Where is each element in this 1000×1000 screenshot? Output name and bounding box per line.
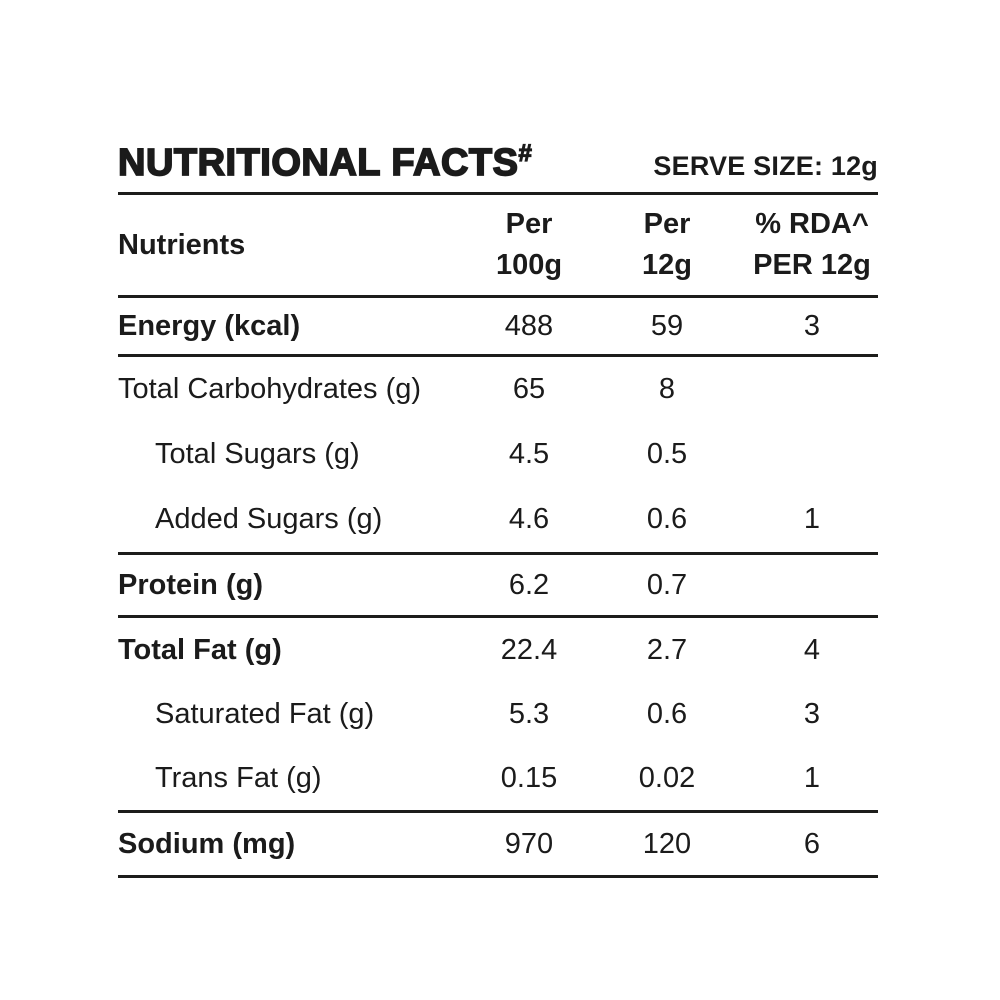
value-per-100g: 0.15: [500, 761, 558, 794]
value-per-100g: 970: [504, 827, 554, 860]
value-rda: 6: [803, 827, 821, 860]
value-rda: 3: [803, 697, 821, 730]
value-per-12g: 0.02: [638, 761, 696, 794]
value-per-12g: 0.7: [646, 568, 688, 601]
value-per-100g: 488: [504, 309, 554, 342]
title-footnote-mark: #: [518, 139, 533, 167]
value-per-100g: 6.2: [508, 568, 550, 601]
table-row-trans-fat: Trans Fat (g) 0.15 0.02 1: [118, 746, 878, 813]
nutrient-label: Sodium (mg): [118, 827, 296, 860]
table-row-total-carbohydrates: Total Carbohydrates (g) 65 8: [118, 357, 878, 422]
value-per-100g: 65: [512, 373, 546, 405]
nutrient-label: Total Fat (g): [118, 633, 282, 666]
value-per-100g: 22.4: [500, 633, 558, 666]
nutrient-label: Protein (g): [118, 568, 263, 601]
value-rda: 1: [803, 503, 821, 535]
column-header-rda-line2: PER 12g: [753, 249, 871, 281]
table-row-total-fat: Total Fat (g) 22.4 2.7 4: [118, 618, 878, 682]
table-row-added-sugars: Added Sugars (g) 4.6 0.6 1: [118, 487, 878, 555]
value-per-12g: 2.7: [646, 633, 688, 666]
nutrition-panel: NUTRITIONAL FACTS# SERVE SIZE: 12g Nutri…: [117, 139, 878, 878]
table-row-saturated-fat: Saturated Fat (g) 5.3 0.6 3: [118, 682, 878, 746]
serve-size: SERVE SIZE: 12g: [653, 151, 878, 181]
nutrient-label: Trans Fat (g): [155, 761, 322, 794]
page-title: NUTRITIONAL FACTS#: [117, 139, 533, 185]
table-header-row: Nutrients Per 100g Per 12g % RDA^ PER 12…: [118, 195, 878, 298]
column-header-per-100g: Per 100g: [470, 204, 588, 286]
value-rda: 4: [803, 633, 821, 666]
column-header-per-12g: Per 12g: [588, 204, 746, 286]
value-rda: 3: [803, 309, 821, 342]
value-per-100g: 5.3: [508, 697, 550, 730]
nutrient-label: Total Sugars (g): [155, 438, 360, 470]
value-per-100g: 4.6: [508, 503, 550, 535]
value-per-100g: 4.5: [508, 438, 550, 470]
column-header-per-100g-line2: 100g: [495, 249, 563, 281]
value-per-12g: 0.6: [646, 503, 688, 535]
table-row-protein: Protein (g) 6.2 0.7: [118, 555, 878, 618]
value-per-12g: 8: [658, 373, 676, 405]
column-header-per-12g-line2: 12g: [642, 249, 692, 281]
title-bar: NUTRITIONAL FACTS# SERVE SIZE: 12g: [117, 139, 878, 195]
table-row-sodium: Sodium (mg) 970 120 6: [118, 813, 878, 878]
column-header-per-12g-line1: Per: [643, 208, 691, 240]
nutrient-label: Energy (kcal): [118, 309, 301, 342]
column-header-rda-line1: % RDA^: [755, 208, 869, 240]
nutrient-label: Saturated Fat (g): [155, 697, 375, 730]
column-header-per-100g-line1: Per: [505, 208, 553, 240]
nutrient-label: Added Sugars (g): [155, 503, 383, 535]
column-header-rda: % RDA^ PER 12g: [746, 204, 878, 286]
page-title-text: NUTRITIONAL FACTS: [117, 141, 519, 185]
value-rda: 1: [803, 761, 821, 794]
value-per-12g: 120: [642, 827, 692, 860]
column-header-nutrients: Nutrients: [118, 228, 246, 261]
nutrient-label: Total Carbohydrates (g): [118, 373, 422, 405]
table-row-total-sugars: Total Sugars (g) 4.5 0.5: [118, 422, 878, 487]
table-row-energy: Energy (kcal) 488 59 3: [118, 298, 878, 357]
value-per-12g: 0.5: [646, 438, 688, 470]
value-per-12g: 0.6: [646, 697, 688, 730]
value-per-12g: 59: [650, 309, 684, 342]
